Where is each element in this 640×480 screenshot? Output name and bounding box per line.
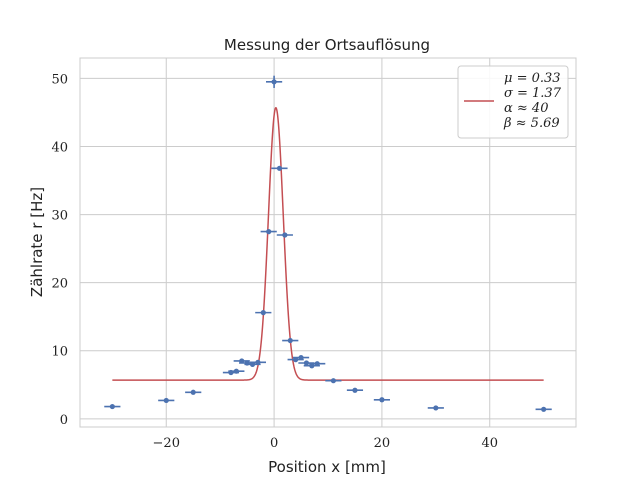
data-point xyxy=(158,397,175,404)
y-tick-label: 10 xyxy=(51,345,68,360)
legend-line: μ = 0.33 xyxy=(504,71,561,86)
x-tick-label: 0 xyxy=(270,436,278,451)
y-tick-label: 0 xyxy=(60,413,68,428)
data-point xyxy=(373,397,390,403)
point-marker xyxy=(266,229,272,235)
point-marker xyxy=(352,387,358,393)
data-points xyxy=(104,75,552,412)
data-point xyxy=(282,337,299,344)
legend-line: β ≈ 5.69 xyxy=(503,116,560,131)
x-tick-label: 20 xyxy=(374,436,391,451)
data-point xyxy=(309,361,326,367)
point-marker xyxy=(271,79,277,85)
data-point xyxy=(185,389,202,395)
data-point xyxy=(104,403,121,410)
point-marker xyxy=(282,232,288,238)
data-point xyxy=(255,310,272,316)
point-marker xyxy=(260,310,266,316)
data-point xyxy=(266,75,283,88)
point-marker xyxy=(433,405,439,411)
point-marker xyxy=(298,354,304,361)
point-marker xyxy=(330,378,336,384)
point-marker xyxy=(314,361,320,367)
x-tick-label: 40 xyxy=(481,436,498,451)
data-point xyxy=(276,232,293,238)
chart-title: Messung der Ortsauflösung xyxy=(224,36,430,54)
legend: μ = 0.33σ = 1.37α ≈ 40β ≈ 5.69 xyxy=(457,65,569,139)
y-axis-label: Zählrate r [Hz] xyxy=(28,187,46,297)
point-marker xyxy=(255,359,261,365)
legend-line: σ = 1.37 xyxy=(504,86,562,101)
data-point xyxy=(292,354,310,361)
data-point xyxy=(271,165,288,171)
data-point xyxy=(535,406,552,412)
data-point xyxy=(427,405,444,411)
legend-line: α ≈ 40 xyxy=(504,101,548,116)
point-marker xyxy=(379,397,385,403)
x-ticks: −20 0 20 40 xyxy=(153,436,498,451)
y-tick-label: 50 xyxy=(51,72,68,87)
point-marker xyxy=(276,165,283,171)
point-marker xyxy=(541,406,547,412)
point-marker xyxy=(233,368,239,374)
data-point xyxy=(249,359,266,365)
point-marker xyxy=(303,360,310,366)
data-point xyxy=(260,229,277,235)
fit-line xyxy=(112,107,544,381)
data-point xyxy=(228,368,245,374)
data-point xyxy=(325,378,342,384)
x-tick-label: −20 xyxy=(153,436,180,451)
legend-box xyxy=(457,65,569,139)
point-marker xyxy=(190,389,196,395)
y-tick-label: 30 xyxy=(51,209,68,224)
y-ticks: 0 10 20 30 40 50 xyxy=(51,72,68,427)
data-point xyxy=(346,387,364,393)
y-tick-label: 40 xyxy=(51,141,68,156)
x-axis-label: Position x [mm] xyxy=(268,458,386,476)
fit-curve xyxy=(112,107,544,381)
axes-frame xyxy=(79,57,577,428)
point-marker xyxy=(163,397,169,404)
point-marker xyxy=(109,403,115,410)
y-tick-label: 20 xyxy=(51,277,68,292)
point-marker xyxy=(287,337,293,344)
